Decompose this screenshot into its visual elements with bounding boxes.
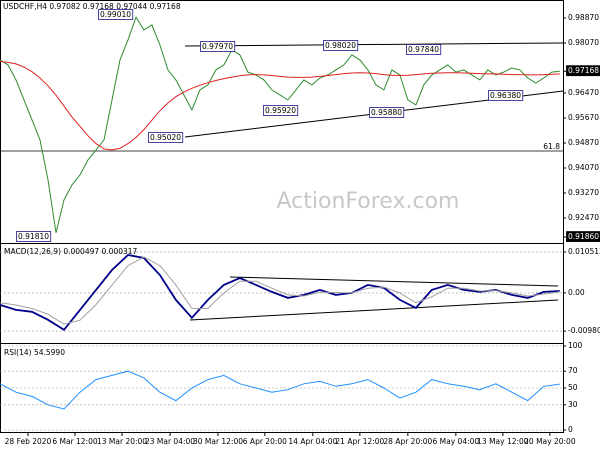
price-annotation: 0.96380 xyxy=(490,91,521,100)
panel-title: MACD(12,26,9) 0.000497 0.000317 xyxy=(4,247,138,256)
x-tick-label: 6 Apr 20:00 xyxy=(243,437,287,446)
x-tick-label: 30 Mar 12:00 xyxy=(193,437,243,446)
x-tick-label: 13 May 12:00 xyxy=(477,437,529,446)
price-annotation-box xyxy=(406,44,442,55)
x-tick-label: 13 Mar 20:00 xyxy=(97,437,147,446)
price-annotation-box xyxy=(369,107,405,118)
y-tick-label: 0.93270 xyxy=(568,188,599,197)
price-marker-box xyxy=(566,65,600,77)
price-annotation-box xyxy=(200,41,236,52)
watermark: ActionForex.com xyxy=(277,189,460,214)
price-annotation: 0.95920 xyxy=(265,106,296,115)
series-line xyxy=(0,60,560,151)
price-annotation-group: 0.95880 xyxy=(369,107,405,118)
price-annotation-box xyxy=(488,90,524,101)
y-tick-label: 100 xyxy=(568,341,583,350)
price-annotation-box xyxy=(148,132,184,143)
y-tick-label: 0 xyxy=(568,425,573,434)
x-tick-label: 28 Feb 2020 xyxy=(5,437,52,446)
price-annotation-group: 0.95920 xyxy=(263,105,299,116)
x-tick-label: 28 Apr 20:00 xyxy=(383,437,432,446)
trend-line xyxy=(184,42,564,47)
x-tick-label: 23 Mar 04:00 xyxy=(145,437,195,446)
x-tick-label: 14 Apr 04:00 xyxy=(288,437,337,446)
price-annotation: 0.99010 xyxy=(100,10,131,19)
y-tick-label: 0.94070 xyxy=(568,163,599,172)
price-annotation-box xyxy=(16,231,52,242)
price-annotation-box xyxy=(263,105,299,116)
price-annotation-group: 0.97970 xyxy=(200,41,236,52)
y-tick-label: 0.98870 xyxy=(568,13,599,22)
frame xyxy=(0,0,564,433)
price-annotation: 0.98020 xyxy=(325,41,356,50)
y-tick-label: 0.00 xyxy=(568,288,585,297)
series-line xyxy=(0,254,560,331)
price-annotation-group: 0.99010 xyxy=(98,9,134,20)
price-annotation-box xyxy=(323,40,359,51)
price-annotation-group: 0.91810 xyxy=(16,231,52,242)
fib-label: 61.8 xyxy=(543,142,560,151)
panel-title: RSI(14) 54.5990 xyxy=(4,348,65,357)
price-annotation-box xyxy=(98,9,134,20)
price-annotation: 0.95880 xyxy=(371,108,402,117)
y-tick-label: 30 xyxy=(568,400,578,409)
y-tick-label: 0.010513 xyxy=(568,247,600,256)
price-marker: 0.97168 xyxy=(568,66,599,75)
panel-title: USDCHF,H4 0.97082 0.97168 0.97044 0.9716… xyxy=(3,2,181,11)
y-tick-label: 0.98070 xyxy=(568,38,599,47)
y-tick-label: 0.92470 xyxy=(568,213,599,222)
y-tick-label: 0.94870 xyxy=(568,138,599,147)
y-tick-label: 50 xyxy=(568,383,578,392)
series-line xyxy=(0,15,560,233)
price-annotation: 0.95020 xyxy=(150,133,181,142)
x-tick-label: 6 May 04:00 xyxy=(433,437,480,446)
price-marker-group: 0.97168 xyxy=(566,65,600,77)
price-annotation-group: 0.98020 xyxy=(323,40,359,51)
price-annotation-group: 0.95020 xyxy=(148,132,184,143)
y-tick-label: 0.96470 xyxy=(568,88,599,97)
price-marker-group: 0.91860 xyxy=(566,231,600,242)
y-tick-label: 0.95670 xyxy=(568,113,599,122)
price-annotation: 0.91810 xyxy=(18,232,49,241)
trend-line xyxy=(229,276,559,287)
y-tick-label: -0.009804 xyxy=(568,326,600,335)
x-tick-label: 20 May 20:00 xyxy=(524,437,576,446)
price-annotation-group: 0.97840 xyxy=(406,44,442,55)
series-line xyxy=(0,370,560,410)
price-marker: 0.91860 xyxy=(568,232,599,241)
y-tick-label: 70 xyxy=(568,366,578,375)
price-annotation: 0.97970 xyxy=(202,42,233,51)
series-line xyxy=(0,256,560,325)
price-annotation: 0.97840 xyxy=(408,45,439,54)
price-annotation-group: 0.96380 xyxy=(488,90,524,101)
x-tick-label: 6 Mar 12:00 xyxy=(52,437,98,446)
price-marker-box xyxy=(566,231,600,242)
trend-line xyxy=(189,299,559,321)
x-tick-label: 21 Apr 12:00 xyxy=(335,437,384,446)
